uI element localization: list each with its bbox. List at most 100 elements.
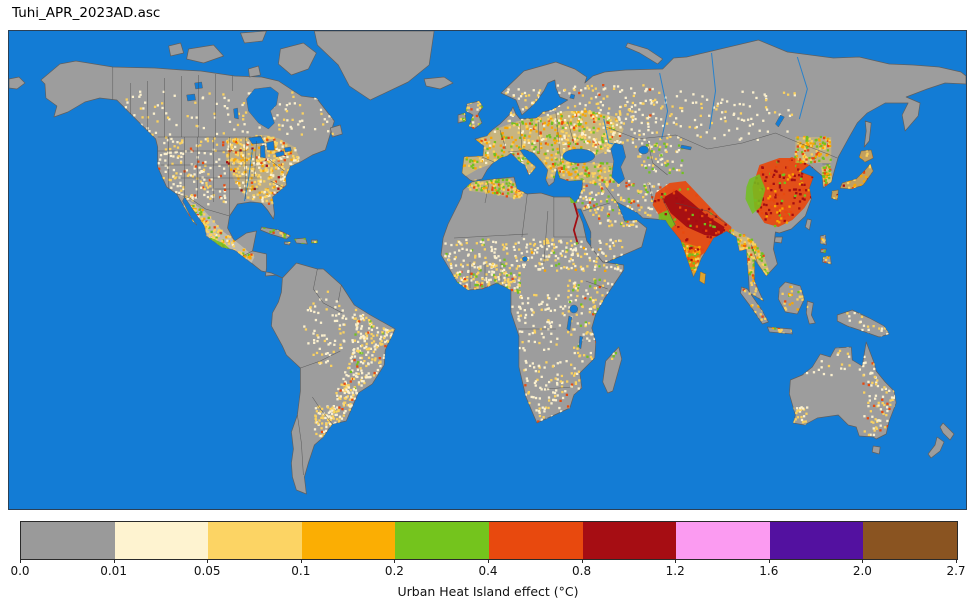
colorbar-tickmark <box>581 559 583 563</box>
colorbar-tickmark <box>768 559 770 563</box>
colorbar-tickmark <box>394 559 396 563</box>
colorbar-ticklabel: 0.8 <box>572 564 592 578</box>
border-us-states <box>157 137 287 215</box>
colorbar-ticklabel: 0.0 <box>10 564 30 578</box>
heat-north-africa-coast <box>463 178 528 200</box>
colorbar-tickmark <box>300 559 302 563</box>
lake-baikal <box>775 114 785 128</box>
hudson-bay <box>246 86 279 130</box>
colorbar-segment-0.1-0.2 <box>301 522 396 559</box>
landmasses <box>9 31 966 495</box>
heat-russia-west <box>551 84 657 154</box>
colorbar-tickmark <box>675 559 677 563</box>
land-taiwan <box>804 218 812 231</box>
heat-china-northeast <box>794 135 832 164</box>
colorbar-ticks: 0.0 0.01 0.05 0.1 0.2 0.4 0.8 1.2 1.6 2.0 2.7 <box>10 559 966 581</box>
colorbar-segment-1.2-1.6 <box>676 522 770 559</box>
land-eurasia <box>461 39 966 302</box>
lake-ladoga <box>569 93 576 100</box>
colorbar-ticklabel: 0.4 <box>478 564 498 578</box>
heat-china-east <box>752 157 819 228</box>
heat-sri-lanka <box>699 272 706 284</box>
colorbar-ticklabel: 2.7 <box>946 564 966 578</box>
border-canada-provinces <box>130 74 233 137</box>
land-sakhalin <box>863 120 872 148</box>
colorbar-ticklabel: 1.2 <box>665 564 685 578</box>
world-map <box>8 30 967 510</box>
land-iceland <box>423 76 454 90</box>
border-europe <box>481 111 575 163</box>
heat-korea <box>821 164 833 186</box>
colorbar-segment-0.0-0.01 <box>21 522 115 559</box>
land-africa <box>440 176 625 424</box>
lake-erie <box>275 150 285 158</box>
colorbar-ticklabel: 0.1 <box>291 564 311 578</box>
land-tasmania <box>871 445 881 455</box>
colorbar-tickmark <box>862 559 864 563</box>
land-ellesmere <box>240 31 267 44</box>
lake-ontario <box>284 146 292 153</box>
colorbar-tickmark <box>488 559 489 563</box>
ob-river <box>659 72 669 140</box>
heat-indo-gangetic-darkred <box>662 190 725 237</box>
mississippi-river <box>244 148 253 202</box>
great-bear-lake <box>186 93 196 102</box>
land-banks-island <box>168 42 184 57</box>
colorbar-segment-0.2-0.4 <box>395 522 489 559</box>
land-new-zealand-south <box>927 436 945 459</box>
colorbar-tickmark <box>956 559 957 563</box>
lake-tanganyika <box>566 315 573 332</box>
land-borneo <box>778 281 805 315</box>
land-southampton <box>248 65 261 78</box>
colorbar-segment-0.8-1.2 <box>582 522 677 559</box>
heat-south-america-interior <box>303 290 368 367</box>
lake-balkhash <box>680 144 692 151</box>
border-africa <box>454 182 608 390</box>
colorbar-ticklabel: 0.01 <box>100 564 127 578</box>
heat-china-west-green <box>745 174 766 214</box>
rivers <box>244 52 808 202</box>
lake-superior <box>248 135 265 145</box>
lake-chad <box>522 256 528 262</box>
lake-victoria <box>569 304 579 314</box>
land-new-zealand-north <box>939 422 955 441</box>
inland-seas <box>186 81 785 350</box>
colorbar-tickmark <box>113 559 115 563</box>
lena-river <box>796 56 808 120</box>
lake-winnipeg <box>233 107 239 120</box>
colorbar-segment-0.01-0.05 <box>114 522 209 559</box>
land-australia <box>789 341 897 440</box>
lake-huron <box>266 140 275 151</box>
caspian-sea <box>610 142 626 185</box>
land-greenland <box>314 31 435 101</box>
land-new-guinea <box>836 309 890 338</box>
heat-siberia-south <box>654 90 796 141</box>
land-chukotka-sliver <box>9 76 26 90</box>
land-hainan <box>774 236 783 244</box>
colorbar-ticklabel: 0.2 <box>384 564 404 578</box>
colorbar-segment-1.6-2.0 <box>769 522 864 559</box>
colorbar-ticklabel: 2.0 <box>852 564 872 578</box>
land-south-america <box>271 262 396 495</box>
colorbar-segment-2.0-2.7 <box>863 522 957 559</box>
heat-australia-southwest <box>786 406 809 428</box>
volga-river <box>603 118 614 145</box>
heat-turkey-caucasus <box>557 161 615 184</box>
world-map-svg <box>9 31 966 495</box>
country-borders <box>112 67 838 476</box>
colorbar <box>20 521 958 560</box>
border-south-america <box>297 268 343 476</box>
land-victoria-island <box>186 44 224 64</box>
land-sulawesi <box>805 300 816 325</box>
heat-central-asia <box>637 142 684 175</box>
black-sea <box>562 148 596 164</box>
figure-title: Tuhi_APR_2023AD.asc <box>12 5 161 21</box>
colorbar-ticklabel: 1.6 <box>759 564 779 578</box>
land-baffin <box>278 42 317 76</box>
colorbar-axis-label: Urban Heat Island effect (°C) <box>397 584 579 599</box>
lake-malawi <box>578 335 584 350</box>
border-na <box>112 67 265 257</box>
lake-michigan <box>260 144 266 159</box>
land-madagascar <box>602 346 623 394</box>
